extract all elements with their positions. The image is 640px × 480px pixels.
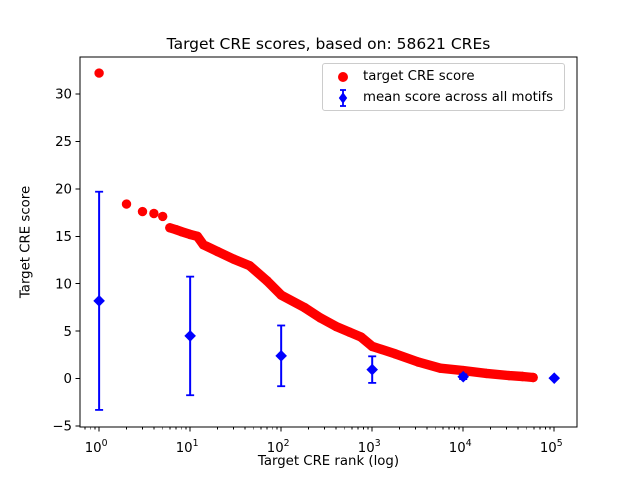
legend: target CRE score mean score across all m… [322,63,565,111]
x-tick-label: 102 [267,438,290,456]
x-tick-label: 101 [176,438,199,456]
series-mean-score [93,190,561,411]
axes [79,56,578,428]
chart-title: Target CRE scores, based on: 58621 CREs [166,35,491,53]
x-tick-label: 103 [358,438,381,456]
red-dot-icon [338,71,348,82]
legend-marker-area [323,71,363,82]
plot-border [79,56,578,428]
y-tick-label: 30 [55,88,72,103]
x-tick-label: 104 [449,438,472,456]
blue-diamond-errorbar-icon [338,88,348,107]
legend-label-mean-score: mean score across all motifs [363,90,554,105]
y-tick-label: 10 [55,277,72,292]
legend-label-target-cre-score: target CRE score [363,69,475,84]
y-tick-label: 25 [55,135,72,150]
legend-entry-target-cre-score: target CRE score [323,66,564,87]
y-axis-label: Target CRE score [18,185,34,299]
y-tick-label: 15 [55,230,72,245]
x-axis-label: Target CRE rank (log) [257,454,400,469]
y-tick-label: 20 [55,182,72,197]
x-axis-ticks: 100 101 102 103 104 105 [84,427,563,456]
y-axis-ticks: −5 0 5 10 15 20 25 30 [52,88,80,435]
x-tick-label: 100 [85,438,108,456]
legend-entry-mean-score: mean score across all motifs [323,87,564,108]
series-target-cre-score [94,68,538,383]
x-tick-label: 105 [540,438,563,456]
y-tick-label: −5 [52,420,72,435]
legend-marker-area [323,88,363,108]
y-tick-label: 0 [64,372,72,387]
y-tick-label: 5 [64,325,72,340]
